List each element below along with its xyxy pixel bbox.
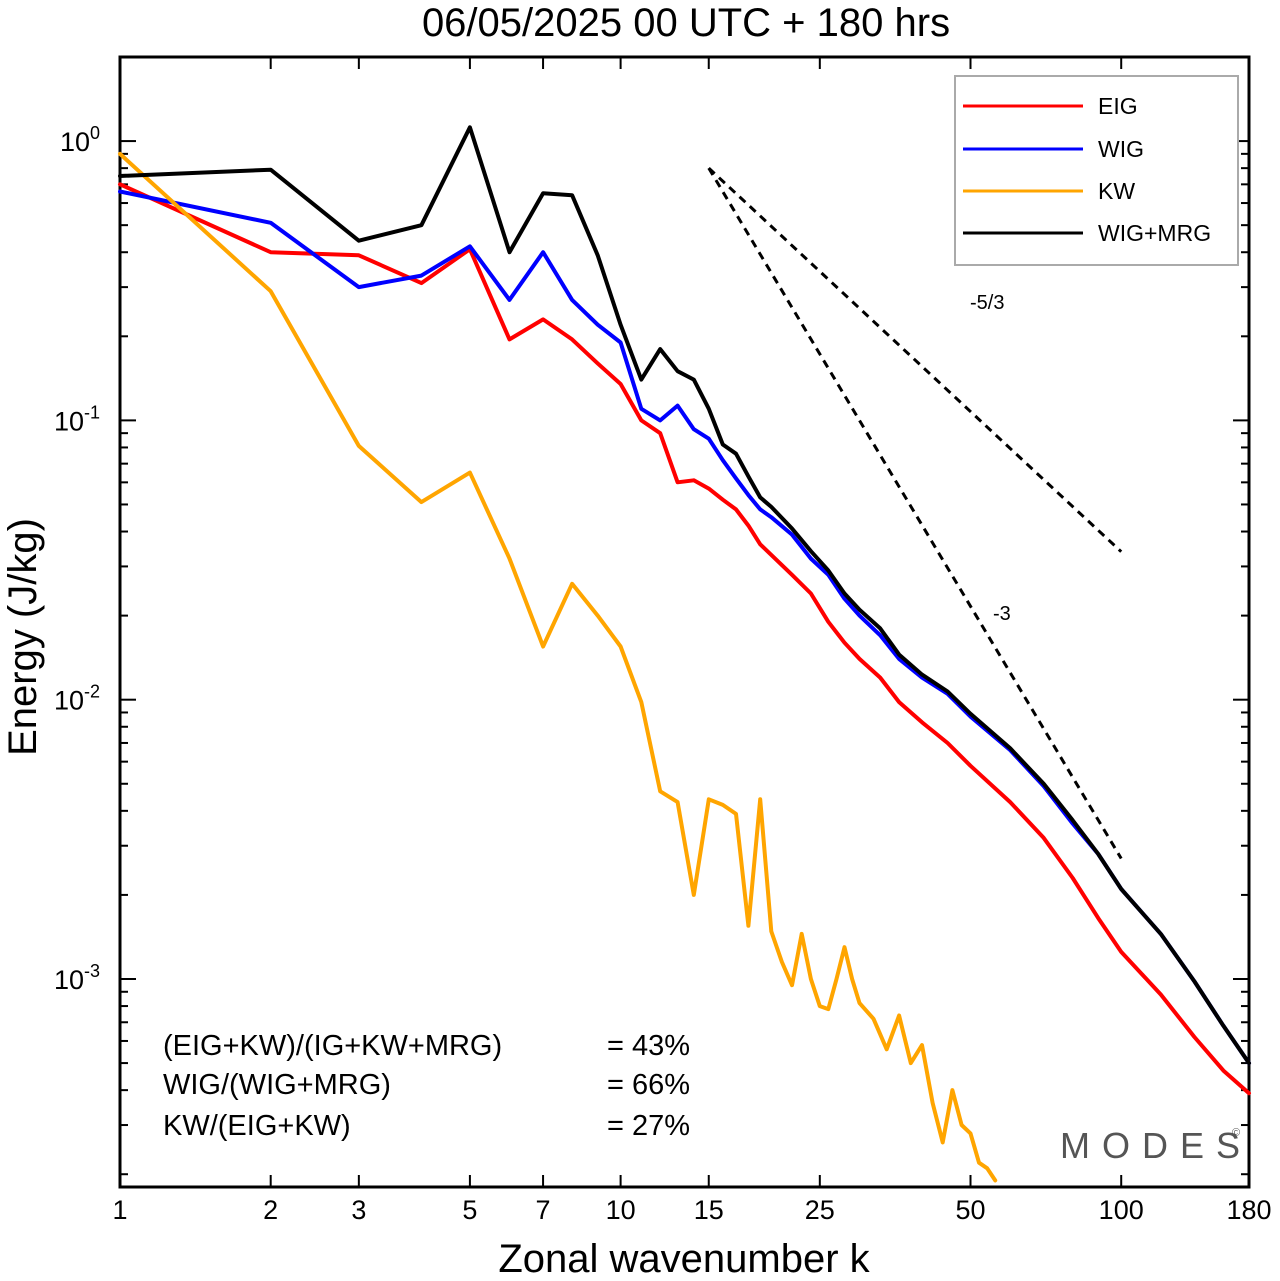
annotation-expr-3: KW/(EIG+KW) — [163, 1110, 351, 1142]
x-axis-label: Zonal wavenumber k — [498, 1237, 870, 1281]
x-tick-label: 3 — [351, 1195, 366, 1225]
y-tick-label: 10-1 — [54, 402, 100, 436]
x-tick-label: 15 — [694, 1195, 724, 1225]
reference-slope-lines — [707, 167, 1123, 860]
annotation-value-3: = 27% — [607, 1110, 690, 1142]
series-lines — [118, 125, 1251, 1183]
annotation-value-2: = 66% — [607, 1069, 690, 1101]
ratio-annotations: (EIG+KW)/(IG+KW+MRG) = 43% WIG/(WIG+MRG)… — [163, 1030, 690, 1142]
annotation-expr-1: (EIG+KW)/(IG+KW+MRG) — [163, 1030, 502, 1062]
annotation-expr-2: WIG/(WIG+MRG) — [163, 1069, 391, 1101]
y-tick-label: 10-3 — [54, 961, 100, 995]
x-tick-label: 25 — [805, 1195, 835, 1225]
x-tick-label: 5 — [462, 1195, 477, 1225]
legend-label-wig-mrg: WIG+MRG — [1098, 220, 1211, 246]
axis-ticks: 1 2 3 5 7 10 15 25 50 100 180 100 10-1 10-2 10-3 — [54, 56, 1272, 1225]
annotation-value-1: = 43% — [607, 1030, 690, 1062]
x-tick-label: 7 — [536, 1195, 551, 1225]
x-tick-label: 2 — [263, 1195, 278, 1225]
series-eig-line — [118, 182, 1251, 1096]
y-tick-label: 100 — [60, 123, 100, 157]
modes-logo: MODES — [1060, 1125, 1252, 1166]
legend-label-eig: EIG — [1098, 93, 1138, 119]
reference-line-minus-5-3 — [707, 167, 1123, 553]
legend-label-kw: KW — [1098, 178, 1135, 204]
y-tick-label: 10-2 — [54, 682, 100, 716]
series-wig-mrg-line — [118, 125, 1251, 1066]
series-kw-line — [118, 151, 998, 1183]
chart-title: 06/05/2025 00 UTC + 180 hrs — [422, 1, 950, 45]
plot-frame — [118, 55, 1251, 1189]
x-tick-label: 50 — [955, 1195, 985, 1225]
x-tick-label: 180 — [1226, 1195, 1271, 1225]
slope-label-five-thirds: -5/3 — [970, 292, 1004, 314]
y-axis-label: Energy (J/kg) — [1, 518, 45, 756]
slope-label-three: -3 — [993, 603, 1011, 625]
x-tick-label: 1 — [112, 1195, 127, 1225]
legend: EIG WIG KW WIG+MRG — [954, 75, 1239, 266]
x-tick-label: 100 — [1099, 1195, 1144, 1225]
legend-label-wig: WIG — [1098, 136, 1144, 162]
x-tick-label: 10 — [606, 1195, 636, 1225]
copyright-mark: © — [1232, 1127, 1240, 1139]
